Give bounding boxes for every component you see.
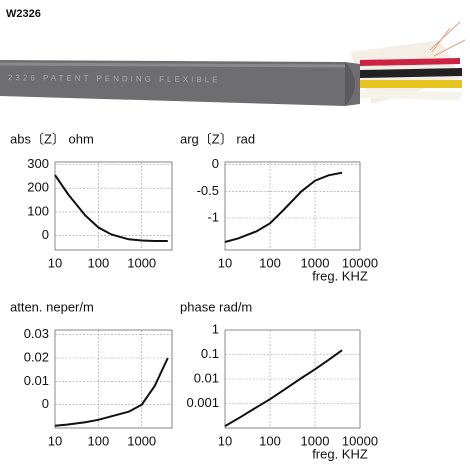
- y-tick-label: 1: [212, 321, 219, 336]
- cable-print: 2326 PATENT PENDING FLEXIBLE: [8, 73, 221, 84]
- chart-title: abs〔Z〕 ohm: [10, 131, 94, 146]
- x-tick-label: 10: [218, 433, 232, 448]
- y-tick-label: 0.1: [201, 346, 219, 361]
- chart-title: atten. neper/m: [10, 299, 94, 314]
- x-tick-label: 100: [259, 433, 281, 448]
- y-tick-label: 0.01: [194, 370, 219, 385]
- data-line: [224, 171, 343, 243]
- x-tick-label: 10: [218, 255, 232, 270]
- chart-title: phase rad/m: [180, 299, 252, 314]
- x-tick-label: 1000: [127, 255, 156, 270]
- chart-title: arg〔Z〕 rad: [180, 131, 255, 146]
- cable-image: 2326 PATENT PENDING FLEXIBLE: [0, 21, 466, 106]
- product-label: W2326: [6, 8, 41, 20]
- plot-frame: [54, 161, 173, 251]
- x-tick-label: 1000: [301, 255, 330, 270]
- data-line: [224, 349, 343, 427]
- x-tick-label: 1000: [127, 433, 156, 448]
- y-tick-label: 100: [27, 203, 49, 218]
- y-tick-label: -1: [207, 209, 219, 224]
- y-tick-label: 0.001: [186, 395, 219, 410]
- x-tick-label: 100: [259, 255, 281, 270]
- y-tick-label: 0: [42, 396, 49, 411]
- y-tick-label: 0: [42, 227, 49, 242]
- x-tick-label: 10000: [342, 433, 378, 448]
- x-tick-label: 10: [48, 433, 62, 448]
- data-line: [54, 174, 168, 242]
- y-tick-label: -0.5: [197, 183, 219, 198]
- x-axis-label: freg. KHZ: [312, 446, 368, 461]
- x-tick-label: 100: [87, 255, 109, 270]
- y-tick-label: 0.01: [24, 373, 49, 388]
- x-tick-label: 100: [87, 433, 109, 448]
- x-tick-label: 10: [48, 255, 62, 270]
- plot-frame: [224, 161, 361, 251]
- y-tick-label: 200: [27, 180, 49, 195]
- y-tick-label: 0: [212, 156, 219, 171]
- x-tick-label: 1000: [301, 433, 330, 448]
- x-tick-label: 10000: [342, 255, 378, 270]
- data-line: [54, 357, 169, 427]
- plot-frame: [54, 329, 173, 429]
- y-tick-label: 0.02: [24, 349, 49, 364]
- x-axis-label: freg. KHZ: [312, 268, 368, 283]
- y-tick-label: 0.03: [24, 326, 49, 341]
- y-tick-label: 300: [27, 156, 49, 171]
